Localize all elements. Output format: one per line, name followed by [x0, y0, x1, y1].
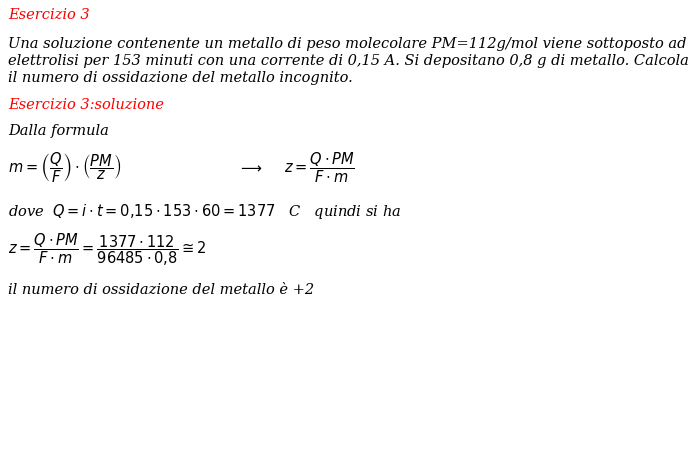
Text: il numero di ossidazione del metallo è +2: il numero di ossidazione del metallo è +… [8, 283, 314, 297]
Text: $\longrightarrow$: $\longrightarrow$ [238, 162, 263, 176]
Text: dove  $Q = i \cdot t = 0{,}15 \cdot 153 \cdot 60 = 1377$   C   quindi si ha: dove $Q = i \cdot t = 0{,}15 \cdot 153 \… [8, 202, 402, 220]
Text: Esercizio 3:soluzione: Esercizio 3:soluzione [8, 98, 164, 112]
Text: $m = \left(\dfrac{Q}{F}\right)\cdot\left(\dfrac{PM}{z}\right)$: $m = \left(\dfrac{Q}{F}\right)\cdot\left… [8, 150, 122, 185]
Text: il numero di ossidazione del metallo incognito.: il numero di ossidazione del metallo inc… [8, 71, 353, 85]
Text: $z = \dfrac{Q \cdot PM}{F \cdot m} = \dfrac{1377 \cdot 112}{96485 \cdot 0{,}8} \: $z = \dfrac{Q \cdot PM}{F \cdot m} = \df… [8, 231, 207, 268]
Text: $z = \dfrac{Q \cdot PM}{F \cdot m}$: $z = \dfrac{Q \cdot PM}{F \cdot m}$ [284, 150, 354, 185]
Text: elettrolisi per 153 minuti con una corrente di 0,15 A. Si depositano 0,8 g di me: elettrolisi per 153 minuti con una corre… [8, 54, 690, 68]
Text: Dalla formula: Dalla formula [8, 124, 109, 138]
Text: Esercizio 3: Esercizio 3 [8, 8, 90, 22]
Text: Una soluzione contenente un metallo di peso molecolare PM=112g/mol viene sottopo: Una soluzione contenente un metallo di p… [8, 37, 687, 51]
